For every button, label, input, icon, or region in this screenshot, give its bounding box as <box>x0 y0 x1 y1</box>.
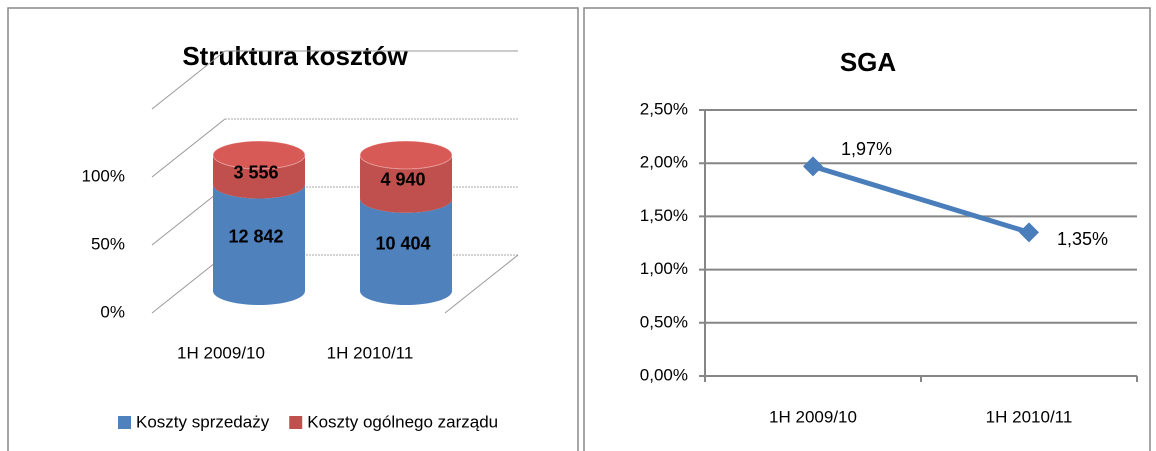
marker <box>803 156 823 177</box>
x-tick-label: 1H 2009/10 <box>177 343 265 362</box>
grid-line <box>151 118 226 178</box>
chart-title: SGA <box>840 47 897 77</box>
value-label: 10 404 <box>375 234 430 254</box>
cylinder-segment <box>213 155 305 199</box>
y-tick-label: 0% <box>100 302 125 321</box>
y-tick-label: 1,50% <box>640 206 688 225</box>
wall-edge <box>151 50 226 110</box>
cylinder-segment <box>213 184 305 305</box>
chart-title: Struktura kosztów <box>182 41 408 71</box>
cylinder-segment <box>360 198 452 305</box>
value-label: 1,97% <box>841 139 892 159</box>
cylinder-top <box>212 140 306 170</box>
value-label: 4 940 <box>380 170 425 190</box>
line <box>812 164 1030 235</box>
legend-swatch <box>118 416 131 429</box>
cylinder-segment <box>360 155 452 213</box>
legend-label: Koszty ogólnego zarządu <box>307 412 498 431</box>
y-tick-label: 1,00% <box>640 259 688 278</box>
y-tick-label: 2,00% <box>640 153 688 172</box>
y-tick-label: 2,50% <box>640 99 688 118</box>
value-label: 3 556 <box>233 162 278 182</box>
marker <box>1019 222 1039 243</box>
floor-edge <box>444 254 519 314</box>
y-tick-label: 50% <box>91 234 125 253</box>
legend-swatch <box>289 416 303 429</box>
grid-line <box>151 254 226 314</box>
value-label: 12 842 <box>228 226 283 246</box>
y-tick-label: 0,00% <box>640 365 688 384</box>
value-label: 1,35% <box>1057 229 1108 249</box>
x-tick-label: 1H 2010/11 <box>327 343 414 362</box>
y-tick-label: 100% <box>82 166 125 185</box>
cylinder-top <box>359 140 453 170</box>
grid-line <box>151 186 226 246</box>
y-tick-label: 0,50% <box>640 312 688 331</box>
right-panel <box>583 7 1151 451</box>
x-tick-label: 1H 2010/11 <box>986 407 1073 426</box>
legend-label: Koszty sprzedaży <box>136 412 270 431</box>
x-tick-label: 1H 2009/10 <box>769 407 857 426</box>
